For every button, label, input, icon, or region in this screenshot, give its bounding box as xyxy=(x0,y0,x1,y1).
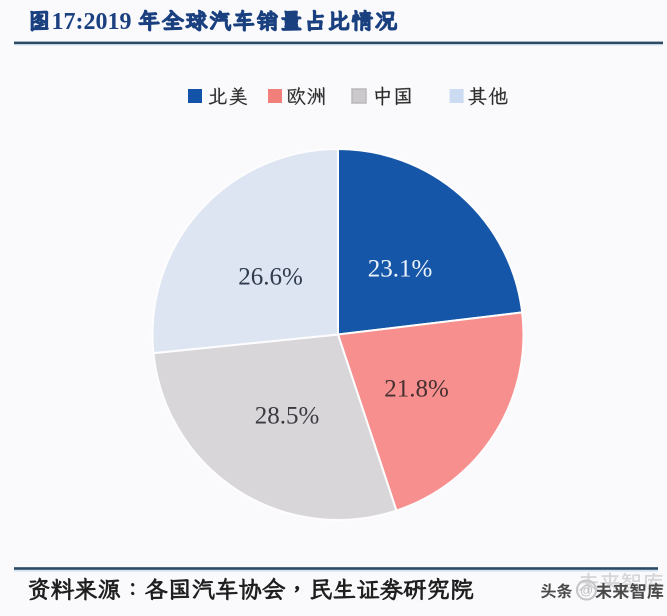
svg-text:@: @ xyxy=(580,583,593,598)
svg-text:26.6%: 26.6% xyxy=(238,263,303,290)
svg-text:28.5%: 28.5% xyxy=(255,402,320,429)
svg-text:17:2019: 17:2019 xyxy=(52,9,132,35)
svg-text:21.8%: 21.8% xyxy=(384,375,449,402)
svg-text:23.1%: 23.1% xyxy=(368,256,433,283)
